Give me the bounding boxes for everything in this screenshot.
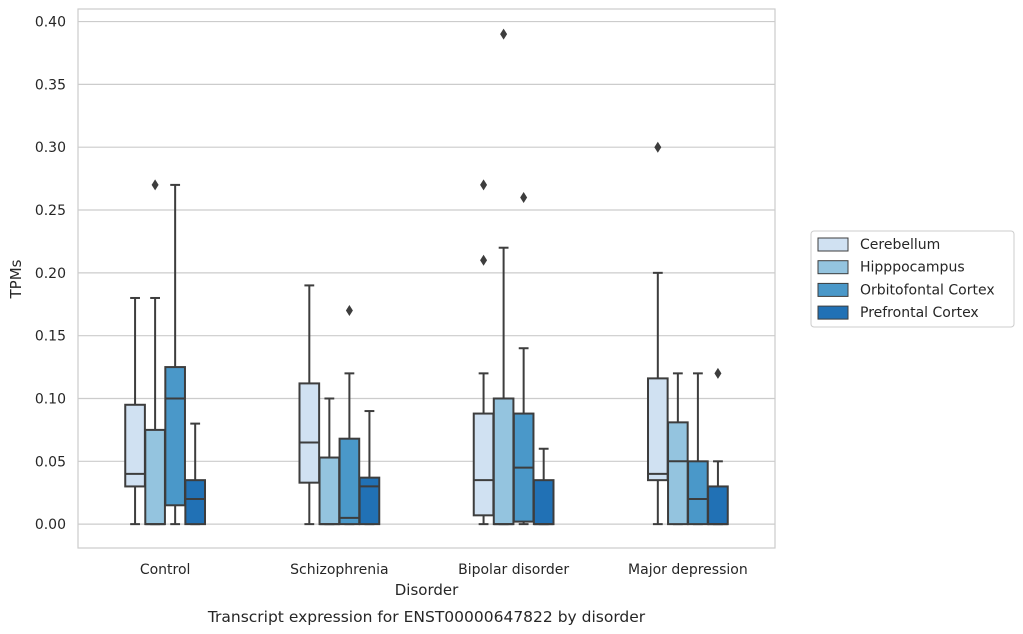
plot-area-frame [77,8,776,549]
y-tick-label: 0.40 [35,15,66,31]
x-tick-label: Major depression [628,562,748,578]
box-prefrontal-cortex-bipolar-disorder [532,447,555,526]
box-cerebellum-major-depression [646,141,669,526]
box-iqr [358,476,381,526]
legend-label: Cerebellum [860,237,940,253]
box-iqr [667,421,689,526]
legend-swatch [817,237,849,252]
legend-swatch [817,260,849,275]
x-axis-title: Disorder [395,581,459,599]
box-iqr [646,377,669,482]
outlier-point [654,141,662,153]
boxes [124,28,729,526]
box-cerebellum-control [124,296,146,526]
legend-label: Orbitofontal Cortex [860,282,995,298]
y-tick-label: 0.10 [35,391,66,407]
legend-frame [810,230,1015,328]
y-tick-label: 0.35 [35,77,66,93]
box-iqr [532,479,555,526]
box-hipppocampus-control [144,179,166,526]
box-hipppocampus-bipolar-disorder [492,28,515,526]
legend-swatch [817,282,849,297]
x-tick-label: Bipolar disorder [458,562,569,578]
outlier-point [714,367,722,379]
y-tick-label: 0.30 [35,140,66,156]
box-hipppocampus-schizophrenia [318,397,341,526]
box-prefrontal-cortex-major-depression [707,367,729,526]
legend-label: Prefrontal Cortex [860,305,979,321]
box-orbitofontal-cortex-control [164,183,186,526]
box-iqr [144,428,166,526]
box-iqr [707,485,729,526]
legend-label: Hipppocampus [860,260,965,276]
box-prefrontal-cortex-schizophrenia [358,410,381,526]
y-tick-label: 0.25 [35,203,66,219]
box-orbitofontal-cortex-major-depression [687,372,709,526]
y-tick-label: 0.00 [35,517,66,533]
grid-lines [78,20,775,525]
box-iqr [687,460,709,526]
box-orbitofontal-cortex-bipolar-disorder [512,191,535,526]
outlier-point [151,179,159,191]
x-tick-label: Schizophrenia [290,562,388,578]
outlier-point [480,179,488,191]
box-orbitofontal-cortex-schizophrenia [338,305,361,526]
y-tick-label: 0.05 [35,454,66,470]
x-tick-label: Control [140,562,191,578]
legend: Cerebellum Hipppocampus Orbitofontal Corte… [810,230,1015,328]
chart-caption: Transcript expression for ENST0000064782… [207,608,646,626]
y-tick-labels: 0.00 0.05 0.10 0.15 0.20 0.25 0.30 0.35 0.40 [35,15,66,534]
y-axis-title: TPMs [7,259,25,299]
box-iqr [338,437,361,526]
box-iqr [472,412,495,517]
y-tick-label: 0.20 [35,266,66,282]
box-cerebellum-schizophrenia [298,284,321,526]
box-iqr [184,479,207,526]
outlier-point [345,305,353,317]
box-prefrontal-cortex-control [184,422,207,526]
y-tick-label: 0.15 [35,329,66,345]
x-tick-labels: Control Schizophrenia Bipolar disorder Majo… [140,562,748,578]
box-iqr [298,382,321,484]
box-cerebellum-bipolar-disorder [472,179,495,526]
outlier-point [480,254,488,266]
box-hipppocampus-major-depression [667,372,689,526]
box-iqr [164,366,186,507]
legend-swatch [817,305,849,320]
box-iqr [318,456,341,526]
outlier-point [500,28,508,40]
box-iqr [492,397,515,526]
outlier-point [520,191,528,203]
